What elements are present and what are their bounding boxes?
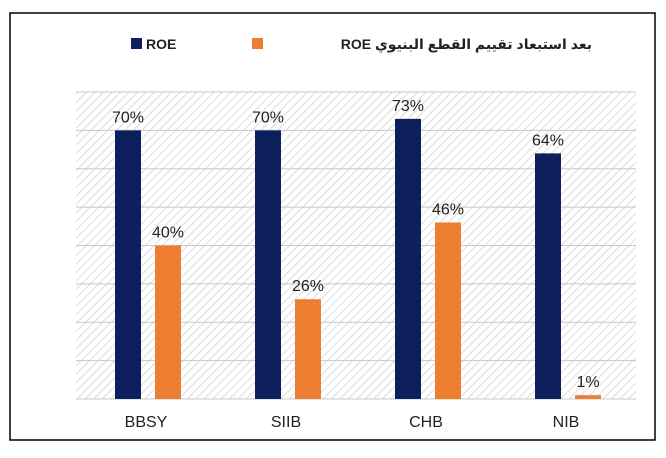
bar — [395, 118, 421, 400]
x-tick-label: CHB — [409, 414, 443, 431]
data-label: 70% — [112, 109, 144, 126]
data-label: 1% — [576, 374, 599, 391]
legend-label: ROE — [146, 36, 176, 52]
bar — [575, 395, 601, 399]
data-label: 73% — [392, 98, 424, 115]
bar — [115, 130, 141, 399]
data-label: 40% — [152, 225, 184, 242]
data-label: 64% — [532, 132, 564, 149]
x-tick-label: SIIB — [271, 414, 301, 431]
data-label: 46% — [432, 201, 464, 218]
bar — [535, 153, 561, 399]
legend-label: بعد استبعاد تقييم القطع البنيوي ROE — [341, 36, 592, 54]
x-tick-label: NIB — [553, 414, 580, 431]
legend-swatch — [131, 38, 142, 49]
bar — [435, 222, 461, 399]
legend-swatch — [252, 38, 263, 49]
bar — [295, 299, 321, 399]
bar — [155, 245, 181, 399]
data-label: 70% — [252, 109, 284, 126]
data-label: 26% — [292, 278, 324, 295]
x-tick-label: BBSY — [125, 414, 168, 431]
bar — [255, 130, 281, 399]
